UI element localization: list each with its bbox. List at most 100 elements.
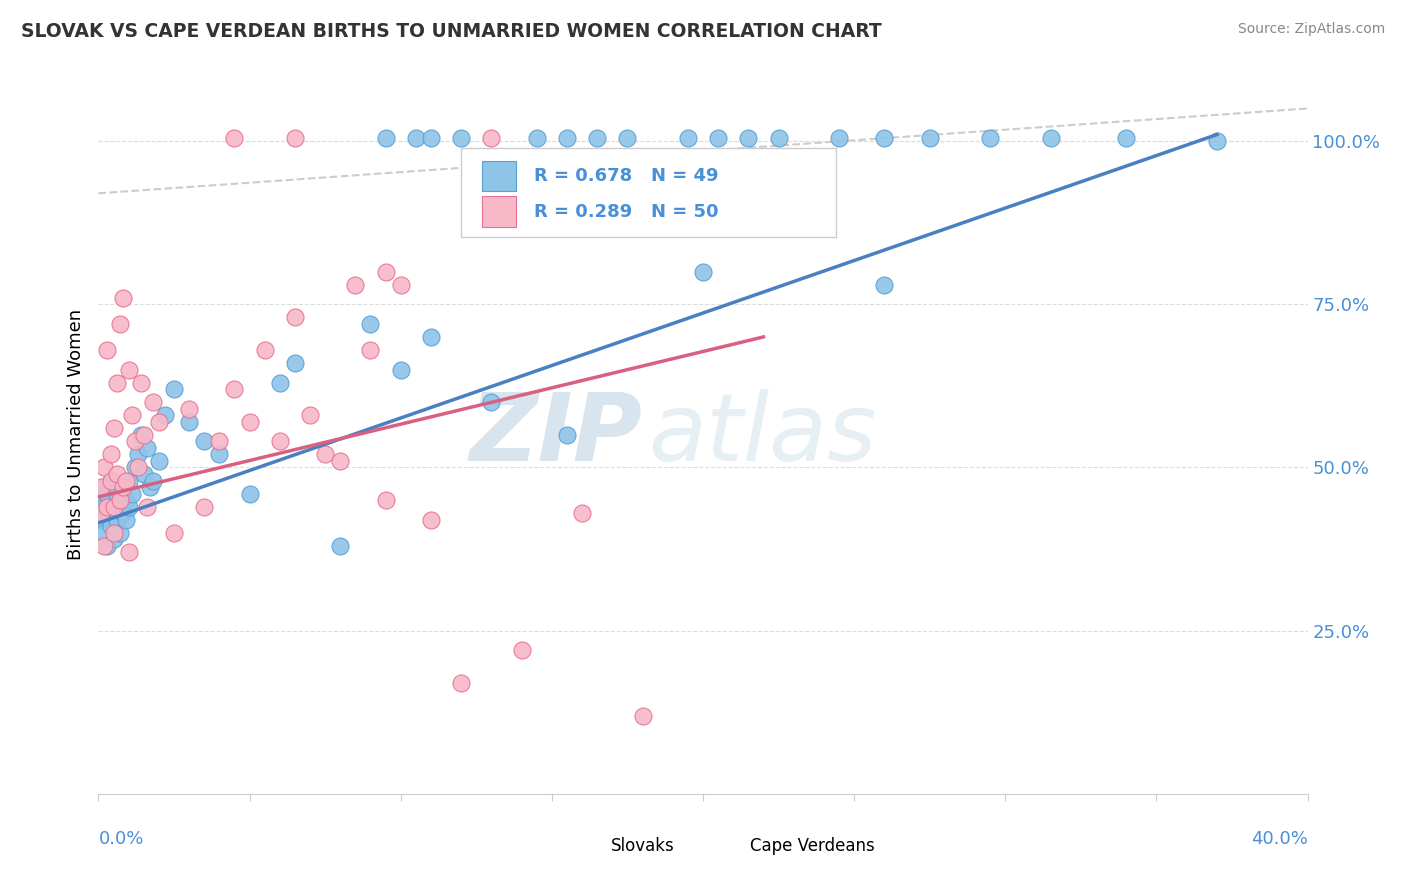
Point — [374, 265, 396, 279]
Point — [1039, 131, 1062, 145]
Point — [124, 434, 146, 449]
Point — [420, 131, 443, 145]
Bar — [482, 196, 516, 227]
Point — [139, 480, 162, 494]
Point — [389, 277, 412, 292]
Point — [253, 343, 276, 357]
Point — [163, 525, 186, 540]
Point — [90, 506, 112, 520]
Point — [100, 447, 122, 461]
Point — [111, 291, 134, 305]
Point — [90, 493, 112, 508]
Point — [127, 447, 149, 461]
Text: 0.0%: 0.0% — [98, 830, 143, 848]
Point — [179, 401, 201, 416]
Text: R = 0.289   N = 50: R = 0.289 N = 50 — [534, 202, 718, 220]
Point — [96, 506, 118, 520]
Point — [571, 506, 593, 520]
Point — [526, 131, 548, 145]
Point — [96, 343, 118, 357]
Point — [93, 539, 115, 553]
Point — [103, 500, 125, 514]
Point — [93, 525, 115, 540]
Point — [208, 447, 231, 461]
Point — [193, 434, 215, 449]
Point — [224, 131, 246, 145]
Point — [314, 447, 336, 461]
Point — [114, 493, 136, 508]
Point — [108, 500, 131, 514]
Bar — [482, 161, 516, 191]
Point — [555, 427, 578, 442]
Point — [405, 131, 427, 145]
Point — [329, 539, 352, 553]
Point — [96, 486, 118, 500]
Point — [510, 643, 533, 657]
Point — [163, 382, 186, 396]
Point — [208, 434, 231, 449]
Bar — [569, 830, 596, 862]
Point — [586, 131, 609, 145]
Point — [103, 533, 125, 547]
Point — [135, 500, 157, 514]
Point — [111, 480, 134, 494]
Point — [100, 474, 122, 488]
Point — [918, 131, 941, 145]
Point — [108, 525, 131, 540]
Text: SLOVAK VS CAPE VERDEAN BIRTHS TO UNMARRIED WOMEN CORRELATION CHART: SLOVAK VS CAPE VERDEAN BIRTHS TO UNMARRI… — [21, 22, 882, 41]
Point — [768, 131, 790, 145]
Point — [269, 434, 291, 449]
Point — [111, 506, 134, 520]
Point — [873, 277, 896, 292]
Point — [979, 131, 1001, 145]
Point — [631, 708, 654, 723]
Point — [299, 409, 322, 423]
Point — [239, 415, 262, 429]
Point — [93, 500, 115, 514]
Point — [1115, 131, 1137, 145]
Point — [121, 409, 143, 423]
Point — [118, 362, 141, 376]
Point — [481, 395, 503, 409]
Point — [127, 460, 149, 475]
Point — [193, 500, 215, 514]
Bar — [709, 830, 735, 862]
Text: 40.0%: 40.0% — [1251, 830, 1308, 848]
Point — [129, 427, 152, 442]
Point — [389, 362, 412, 376]
Point — [360, 343, 382, 357]
Point — [132, 427, 155, 442]
Point — [269, 376, 291, 390]
Point — [105, 467, 128, 481]
Point — [114, 513, 136, 527]
Point — [103, 421, 125, 435]
Point — [420, 513, 443, 527]
Point — [420, 330, 443, 344]
Point — [555, 131, 578, 145]
Point — [118, 474, 141, 488]
Point — [481, 131, 503, 145]
Point — [103, 525, 125, 540]
Point — [329, 454, 352, 468]
Point — [93, 460, 115, 475]
Point — [121, 486, 143, 500]
Point — [96, 500, 118, 514]
Point — [676, 131, 699, 145]
Point — [284, 356, 307, 370]
Point — [344, 277, 367, 292]
Text: Source: ZipAtlas.com: Source: ZipAtlas.com — [1237, 22, 1385, 37]
Point — [96, 539, 118, 553]
Point — [132, 467, 155, 481]
Point — [148, 454, 170, 468]
Point — [103, 500, 125, 514]
Point — [239, 486, 262, 500]
Point — [93, 480, 115, 494]
Point — [284, 131, 307, 145]
Point — [450, 676, 472, 690]
FancyBboxPatch shape — [461, 147, 837, 237]
Point — [90, 480, 112, 494]
Point — [100, 519, 122, 533]
Point — [124, 460, 146, 475]
Point — [105, 486, 128, 500]
Point — [450, 131, 472, 145]
